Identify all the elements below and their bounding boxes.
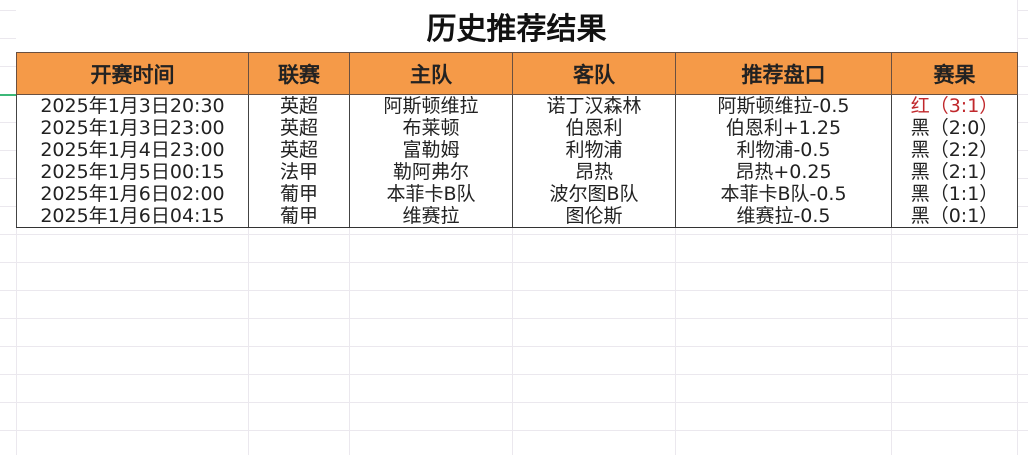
table-cell[interactable]: 2025年1月5日00:15 — [16, 161, 249, 183]
table-row: 2025年1月6日02:00 葡甲 本菲卡B队 波尔图B队 本菲卡B队-0.5 黑（1:1… — [16, 183, 1018, 205]
table-cell[interactable]: 2025年1月4日23:00 — [16, 139, 249, 161]
table-cell[interactable]: 利物浦-0.5 — [675, 139, 892, 161]
table-cell[interactable]: 黑（1:1） — [891, 183, 1018, 205]
table-cell[interactable]: 2025年1月6日02:00 — [16, 183, 249, 205]
table-cell[interactable]: 英超 — [248, 139, 350, 161]
table-cell[interactable]: 英超 — [248, 117, 350, 139]
table-row: 2025年1月3日23:00 英超 布莱顿 伯恩利 伯恩利+1.25 黑（2:0） — [16, 117, 1018, 139]
sheet-title[interactable]: 历史推荐结果 — [16, 0, 1017, 52]
table-cell[interactable]: 本菲卡B队 — [349, 183, 513, 205]
row-selection-marker — [0, 94, 16, 96]
table-cell[interactable]: 英超 — [248, 94, 350, 117]
header-cell[interactable]: 客队 — [512, 52, 676, 95]
header-row: 开赛时间 联赛 主队 客队 推荐盘口 赛果 — [16, 52, 1018, 95]
table-cell[interactable]: 2025年1月6日04:15 — [16, 205, 249, 228]
table-cell[interactable]: 黑（2:1） — [891, 161, 1018, 183]
table-cell[interactable]: 2025年1月3日20:30 — [16, 94, 249, 117]
table-cell[interactable]: 伯恩利 — [512, 117, 676, 139]
table-cell[interactable]: 法甲 — [248, 161, 350, 183]
table-cell[interactable]: 维赛拉-0.5 — [675, 205, 892, 228]
table-cell[interactable]: 阿斯顿维拉 — [349, 94, 513, 117]
table-cell[interactable]: 阿斯顿维拉-0.5 — [675, 94, 892, 117]
table-cell[interactable]: 伯恩利+1.25 — [675, 117, 892, 139]
header-cell[interactable]: 联赛 — [248, 52, 350, 95]
table-cell[interactable]: 黑（0:1） — [891, 205, 1018, 228]
table-cell[interactable]: 2025年1月3日23:00 — [16, 117, 249, 139]
table-cell[interactable]: 本菲卡B队-0.5 — [675, 183, 892, 205]
table-row: 2025年1月3日20:30 英超 阿斯顿维拉 诺丁汉森林 阿斯顿维拉-0.5 红（3:1… — [16, 94, 1018, 117]
table-cell[interactable]: 勒阿弗尔 — [349, 161, 513, 183]
table-row: 2025年1月4日23:00 英超 富勒姆 利物浦 利物浦-0.5 黑（2:2） — [16, 139, 1018, 161]
header-cell[interactable]: 赛果 — [891, 52, 1018, 95]
header-cell[interactable]: 推荐盘口 — [675, 52, 892, 95]
table-cell[interactable]: 葡甲 — [248, 183, 350, 205]
table-cell[interactable]: 红（3:1） — [891, 94, 1018, 117]
header-cell[interactable]: 开赛时间 — [16, 52, 249, 95]
table-row: 2025年1月6日04:15 葡甲 维赛拉 图伦斯 维赛拉-0.5 黑（0:1） — [16, 205, 1018, 228]
table-cell[interactable]: 黑（2:0） — [891, 117, 1018, 139]
header-cell[interactable]: 主队 — [349, 52, 513, 95]
table-row: 2025年1月5日00:15 法甲 勒阿弗尔 昂热 昂热+0.25 黑（2:1） — [16, 161, 1018, 183]
table-cell[interactable]: 图伦斯 — [512, 205, 676, 228]
table-cell[interactable]: 诺丁汉森林 — [512, 94, 676, 117]
table-cell[interactable]: 波尔图B队 — [512, 183, 676, 205]
table-cell[interactable]: 富勒姆 — [349, 139, 513, 161]
results-table: 开赛时间 联赛 主队 客队 推荐盘口 赛果 2025年1月3日20:30 英超 阿斯… — [16, 52, 1018, 228]
table-cell[interactable]: 利物浦 — [512, 139, 676, 161]
table-cell[interactable]: 昂热 — [512, 161, 676, 183]
table-cell[interactable]: 维赛拉 — [349, 205, 513, 228]
table-cell[interactable]: 黑（2:2） — [891, 139, 1018, 161]
table-cell[interactable]: 葡甲 — [248, 205, 350, 228]
table-cell[interactable]: 昂热+0.25 — [675, 161, 892, 183]
table-cell[interactable]: 布莱顿 — [349, 117, 513, 139]
